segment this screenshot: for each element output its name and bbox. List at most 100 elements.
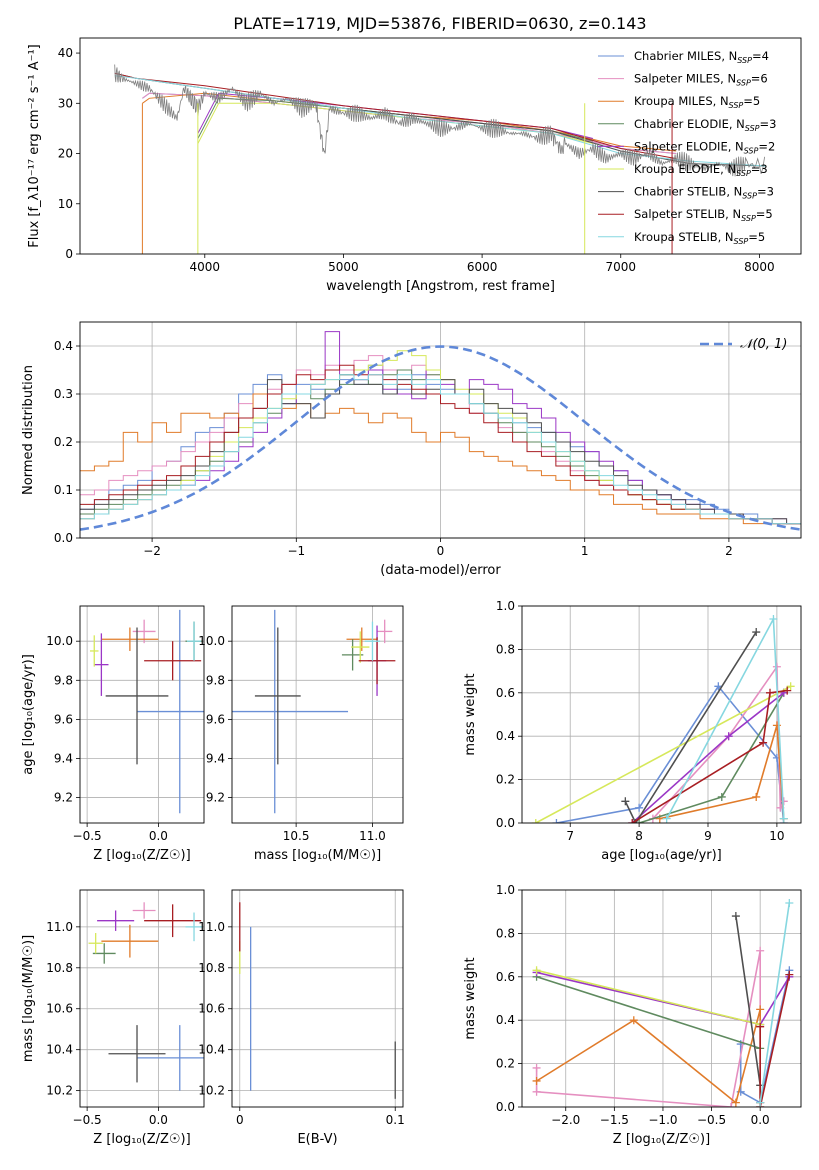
- y-axis-label: mass weight: [463, 957, 478, 1039]
- axes-frame: [79, 605, 205, 824]
- y-tick-label: 9.2: [54, 791, 73, 805]
- weight-vs-Z-panel: −2.0 −1.5 −1.0 −0.5 0.0 0.0 0.2 0.4 0.6 0.8 1.0 Z […: [463, 883, 802, 1147]
- y-tick-label: 0.3: [54, 387, 73, 401]
- y-tick-label: 10.6: [46, 1002, 73, 1016]
- weight-line: [659, 725, 785, 820]
- x-tick-label: 11.0: [359, 829, 386, 843]
- weight-marker: [532, 1063, 541, 1072]
- observed-spectrum-line: [114, 64, 765, 177]
- legend-count: =3: [751, 162, 768, 176]
- errorbar-plot-area: [89, 609, 204, 814]
- legend-label: Chabrier MILES, NSSP=4: [634, 49, 769, 65]
- residual-panel: −2 −1 0 1 2 0.0 0.1 0.2 0.3 0.4 (data-model)/error…: [21, 321, 802, 578]
- axes-frame: [231, 889, 404, 1108]
- residual-histogram: [80, 393, 801, 525]
- weight-line: [536, 969, 761, 1026]
- y-tick-label: 40: [58, 46, 73, 60]
- x-axis-label: wavelength [Angstrom, rest frame]: [326, 279, 555, 294]
- y-tick-label: 0.0: [496, 816, 515, 830]
- y-tick-label: 9.8: [54, 673, 73, 687]
- x-tick-label: 5000: [328, 260, 359, 274]
- x-axis-label: E(B-V): [297, 1132, 337, 1147]
- residual-plot-area: [80, 331, 801, 531]
- weight-marker: [714, 682, 723, 691]
- weight-marker: [629, 1016, 638, 1025]
- legend-label: Chabrier ELODIE, NSSP=3: [634, 117, 776, 133]
- axes-frame: [231, 605, 404, 824]
- legend-count: =3: [760, 117, 777, 131]
- weight-marker: [785, 899, 794, 908]
- weight-marker: [532, 966, 541, 975]
- x-tick-label: −2: [143, 544, 161, 558]
- x-tick-label: 8000: [744, 260, 775, 274]
- weight-line: [759, 902, 791, 1103]
- weight-marker: [752, 792, 761, 801]
- y-tick-label: 30: [58, 96, 73, 110]
- y-tick-label: 0.4: [496, 1013, 515, 1027]
- x-axis-label: age [log₁₀(age/yr)]: [601, 848, 722, 863]
- axes-frame: [521, 889, 802, 1108]
- weight-marker: [756, 1005, 765, 1014]
- weight-marker: [783, 686, 792, 695]
- weight-marker: [752, 628, 761, 637]
- weight-line: [535, 685, 792, 823]
- y-tick-label: 0.1: [54, 483, 73, 497]
- y-tick-label: 0.0: [496, 1100, 515, 1114]
- y-tick-label: 9.2: [206, 791, 225, 805]
- legend-subscript: SSP: [734, 237, 749, 246]
- errorbar-plot-area: [239, 902, 396, 1099]
- weight-marker: [532, 1087, 541, 1096]
- weight-line: [624, 631, 757, 823]
- x-tick-label: 0.0: [149, 829, 168, 843]
- weight-marker: [724, 732, 733, 741]
- weight-marker: [621, 797, 630, 806]
- age-vs-Z-panel: −0.5 0.0 9.2 9.4 9.6 9.8 10.0 Z [log₁₀(Z/Z☉)] ag…: [21, 605, 205, 863]
- x-tick-label: 10.5: [283, 829, 310, 843]
- weight-marker: [756, 1022, 765, 1031]
- y-tick-label: 10.2: [198, 1084, 225, 1098]
- x-tick-label: 10: [769, 829, 784, 843]
- weight-line: [638, 692, 785, 823]
- weight-marker: [785, 970, 794, 979]
- x-axis-label: mass [log₁₀(M/M☉)]: [254, 848, 381, 863]
- legend-count: =5: [743, 94, 760, 108]
- y-tick-label: 10.8: [198, 961, 225, 975]
- x-tick-label: −1.5: [600, 1113, 629, 1127]
- weight-marker: [552, 819, 561, 823]
- panels: 4000 5000 6000 7000 8000010203040wavelength …: [21, 37, 802, 1147]
- y-tick-label: 0: [65, 247, 73, 261]
- weight-marker: [628, 819, 637, 823]
- legend-subscript: SSP: [744, 146, 759, 155]
- x-axis-label: Z [log₁₀(Z/Z☉)]: [93, 1132, 190, 1147]
- y-tick-label: 10.6: [198, 1002, 225, 1016]
- x-tick-label: 0.0: [751, 1113, 770, 1127]
- model-spectrum-line: [142, 92, 677, 154]
- y-tick-label: 20: [58, 147, 73, 161]
- x-axis-label: Z [log₁₀(Z/Z☉)]: [93, 848, 190, 863]
- x-tick-label: 9: [704, 829, 712, 843]
- legend-label: Kroupa MILES, NSSP=5: [634, 94, 760, 110]
- legend-label: Salpeter STELIB, NSSP=5: [634, 207, 773, 223]
- y-tick-label: 11.0: [46, 920, 73, 934]
- age-vs-mass-panel: 10.5 11.0 9.2 9.4 9.6 9.8 10.0 mass [log₁₀(M/M☉…: [198, 605, 404, 863]
- weight-marker: [766, 688, 774, 697]
- y-tick-label: 9.6: [206, 712, 225, 726]
- legend-count: =5: [756, 207, 773, 221]
- legend-label: Salpeter MILES, NSSP=6: [634, 72, 768, 88]
- x-tick-label: 2: [725, 544, 733, 558]
- y-tick-label: 0.6: [496, 970, 515, 984]
- legend-count: =5: [748, 230, 765, 244]
- x-tick-label: 0.0: [149, 1113, 168, 1127]
- legend-subscript: SSP: [742, 192, 757, 201]
- legend-label: Kroupa ELODIE, NSSP=3: [634, 162, 768, 178]
- y-axis-label: age [log₁₀(age/yr)]: [21, 654, 36, 775]
- weight-marker: [779, 814, 788, 823]
- x-tick-label: 0: [236, 1113, 244, 1127]
- residual-histogram: [80, 364, 801, 525]
- legend-count: =6: [751, 72, 768, 86]
- legend-subscript: SSP: [736, 169, 751, 178]
- weight-marker: [731, 912, 740, 921]
- weight-marker: [662, 814, 671, 823]
- y-tick-label: 10.2: [46, 1084, 73, 1098]
- mass-vs-Z-panel: −0.5 0.0 10.2 10.4 10.6 10.8 11.0 Z [log₁₀(Z/Z☉…: [21, 889, 205, 1147]
